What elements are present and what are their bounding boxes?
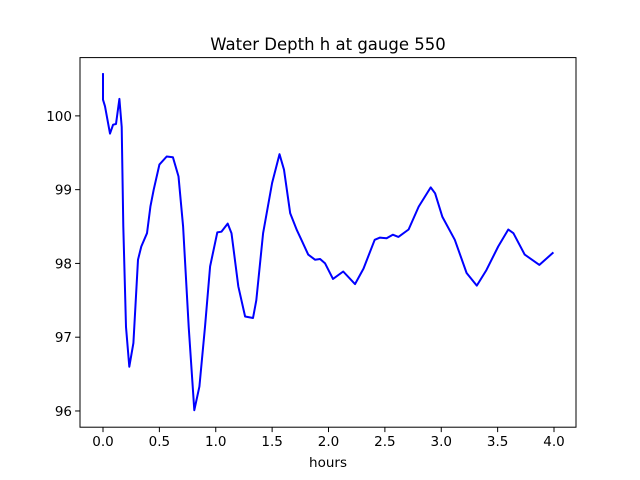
- x-tick-label: 2.0: [318, 434, 339, 450]
- x-tick-label: 0.5: [149, 434, 170, 450]
- x-tick-label: 2.5: [374, 434, 395, 450]
- x-tick-label: 4.0: [543, 434, 564, 450]
- x-axis-label: hours: [309, 455, 347, 471]
- y-tick-label: 96: [55, 404, 72, 420]
- y-tick-label: 100: [46, 109, 72, 125]
- x-tick-label: 1.0: [205, 434, 226, 450]
- y-tick-label: 98: [55, 256, 72, 272]
- x-tick-label: 1.5: [261, 434, 282, 450]
- x-tick-label: 3.5: [487, 434, 508, 450]
- x-tick-label: 3.0: [431, 434, 452, 450]
- plot-frame: [79, 57, 577, 428]
- series-line-h: [102, 73, 555, 412]
- y-tick-label: 99: [55, 183, 72, 199]
- y-axis: 96 97 98 99 100: [46, 109, 80, 420]
- x-tick-label: 0.0: [92, 434, 113, 450]
- y-tick-label: 97: [55, 330, 72, 346]
- x-axis: 0.0 0.5 1.0 1.5 2.0 2.5 3.0 3.5 4.0: [92, 427, 565, 450]
- chart-title: Water Depth h at gauge 550: [210, 35, 445, 54]
